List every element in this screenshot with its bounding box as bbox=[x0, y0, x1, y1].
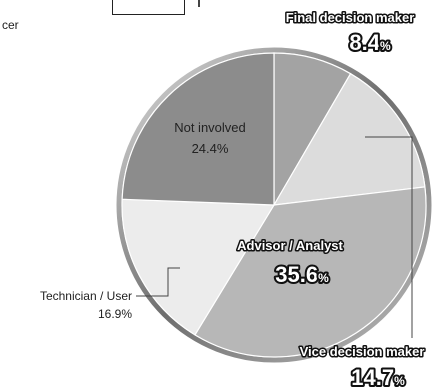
slice-label-vice-decision-maker: Vice decision maker bbox=[300, 344, 425, 359]
legend-box bbox=[112, 0, 185, 15]
slice-label-final-decision-maker: Final decision maker bbox=[286, 10, 415, 25]
top-left-fragment: cer bbox=[2, 18, 19, 32]
slice-value-final-decision-maker: 8.4% bbox=[349, 30, 391, 55]
slice-value-vice-decision-maker: 14.7% bbox=[351, 365, 405, 390]
leader-line-vice-decision-maker bbox=[365, 136, 413, 338]
slice-label-not-involved: Not involved bbox=[174, 120, 246, 135]
pie-rim bbox=[116, 47, 432, 363]
slice-label-advisor-analyst: Advisor / Analyst bbox=[237, 238, 343, 253]
slice-value-not-involved: 24.4% bbox=[192, 141, 229, 156]
pie-slice-technician-user bbox=[121, 198, 276, 336]
legend-tick bbox=[198, 0, 200, 7]
slice-value-technician-user: 16.9% bbox=[98, 307, 132, 321]
pie-slice-not-involved bbox=[121, 52, 275, 206]
slice-value-advisor-analyst: 35.6% bbox=[275, 262, 329, 287]
slice-label-technician-user: Technician / User bbox=[40, 289, 132, 303]
leader-line-technician-user bbox=[136, 267, 180, 297]
pie-slice-advisor-analyst bbox=[194, 186, 427, 358]
pie-slice-vice-decision-maker bbox=[272, 72, 426, 206]
